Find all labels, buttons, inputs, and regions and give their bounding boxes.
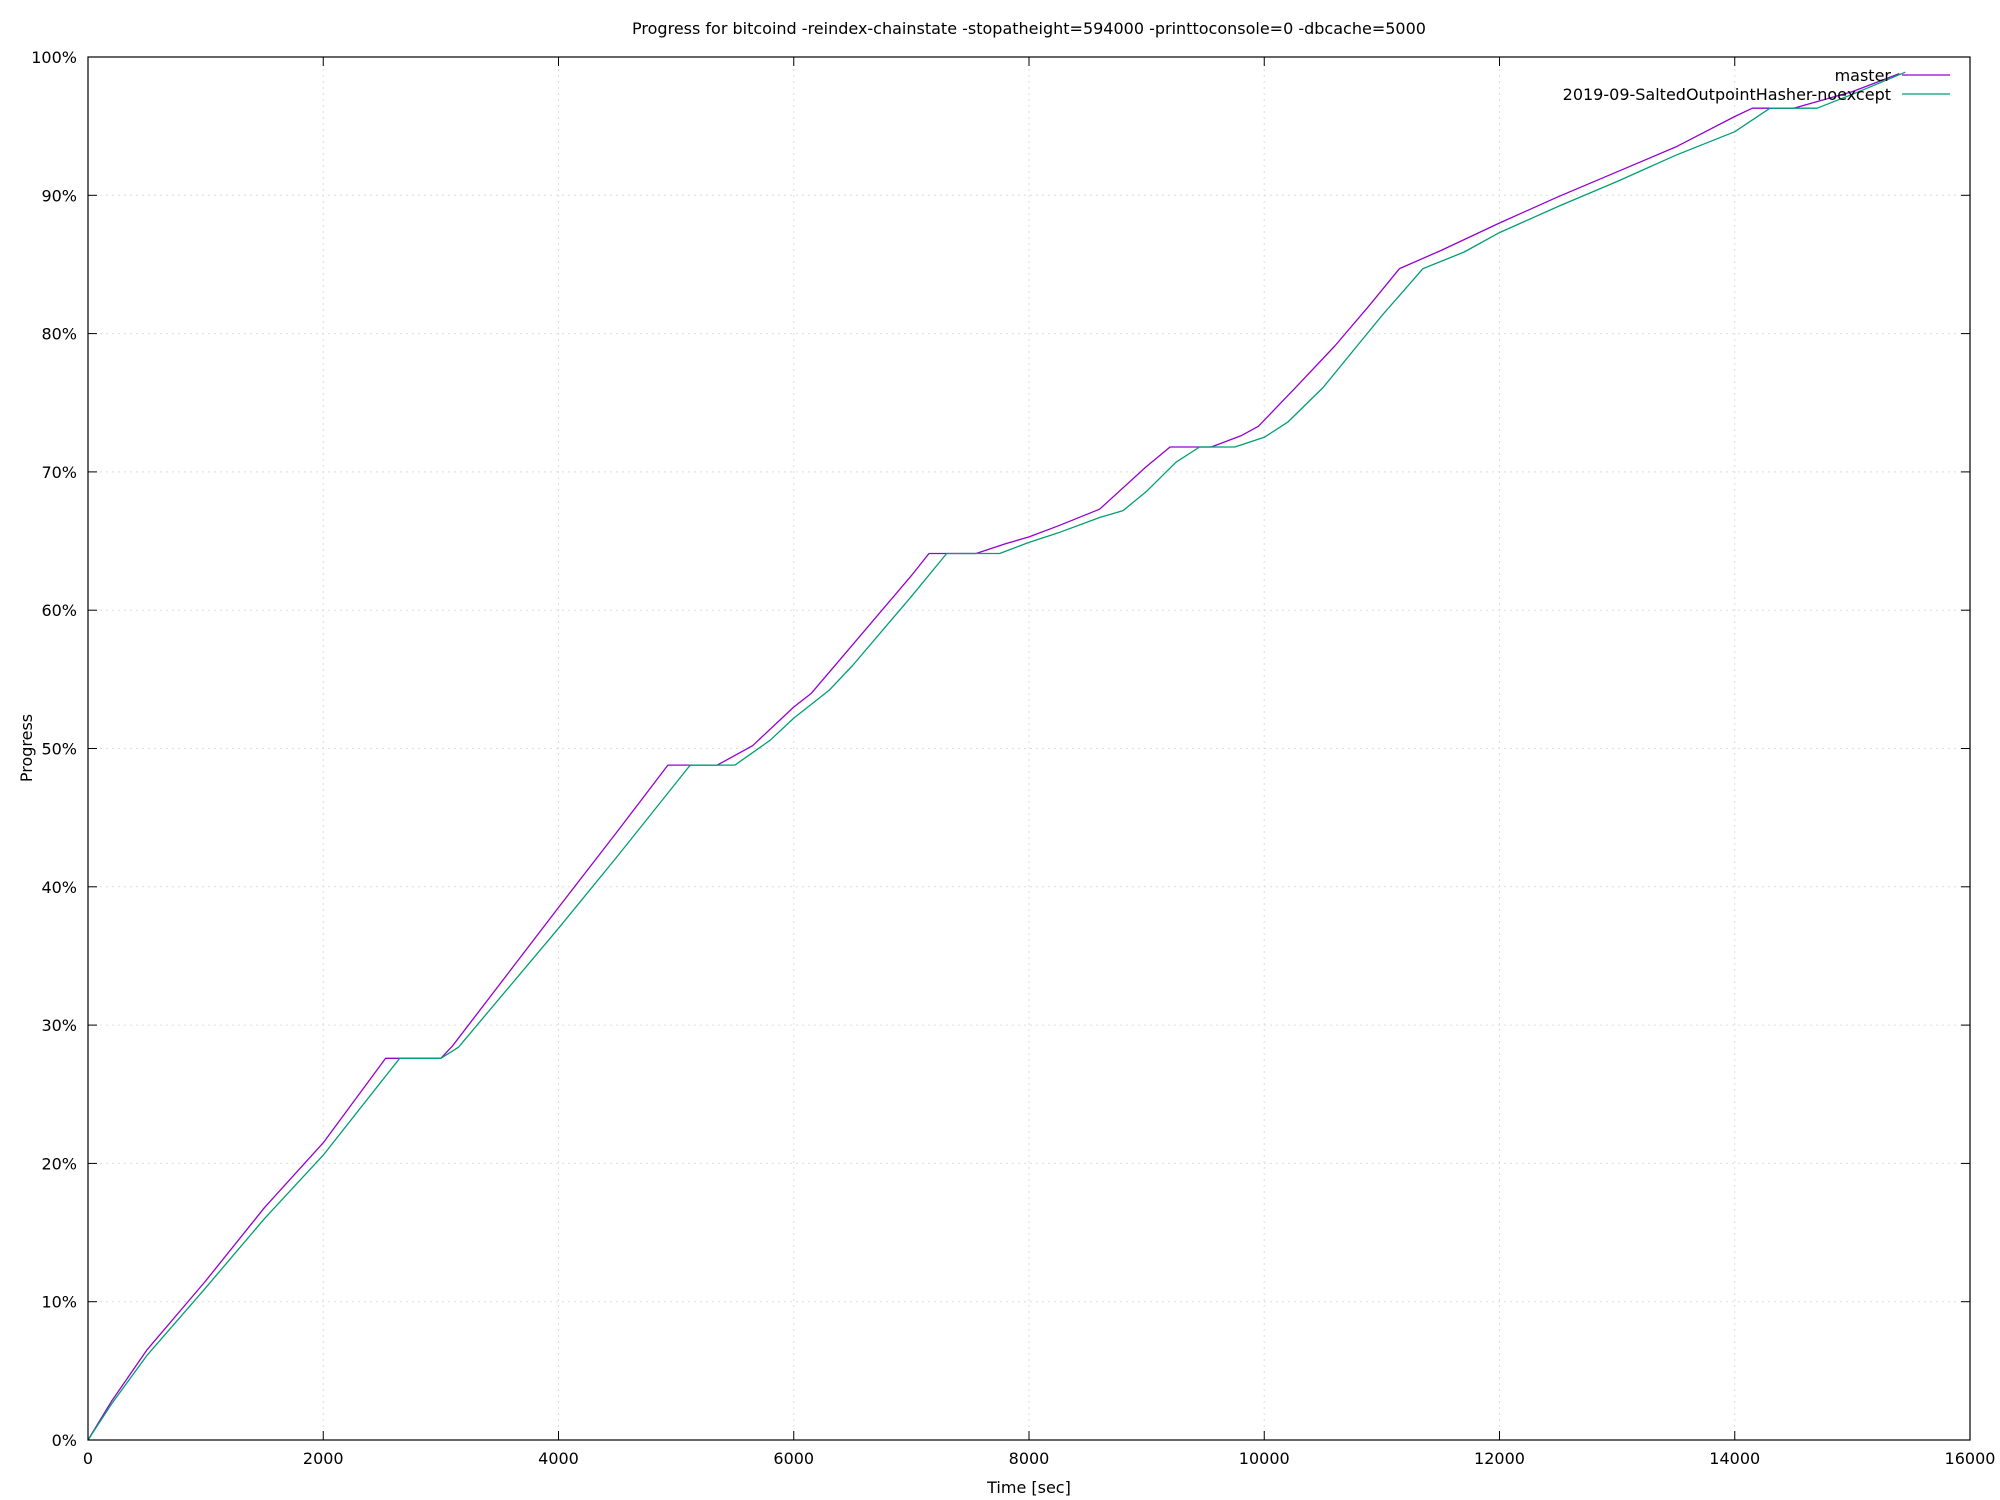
legend-label: master: [1835, 66, 1892, 85]
y-tick-label: 70%: [41, 463, 77, 482]
legend: master2019-09-SaltedOutpointHasher-noexc…: [1563, 66, 1950, 104]
y-tick-label: 20%: [41, 1154, 77, 1173]
series-lines: [87, 71, 1906, 1441]
grid: [88, 57, 1970, 1440]
x-tick-label: 10000: [1239, 1449, 1290, 1468]
x-tick-label: 14000: [1709, 1449, 1760, 1468]
x-tick-label: 12000: [1474, 1449, 1525, 1468]
y-tick-label: 50%: [41, 740, 77, 759]
x-tick-label: 16000: [1945, 1449, 1996, 1468]
axis-ticks: 0 2000 4000 6000 8000 10000 12000 14000 16000 0% 1…: [31, 48, 1995, 1468]
y-tick-label: 40%: [41, 878, 77, 897]
y-tick-label: 60%: [41, 601, 77, 620]
x-tick-label: 4000: [538, 1449, 579, 1468]
y-tick-label: 90%: [41, 186, 77, 205]
x-tick-label: 8000: [1009, 1449, 1050, 1468]
y-tick-label: 10%: [41, 1293, 77, 1312]
series-line-2: [87, 71, 1906, 1441]
y-tick-label: 80%: [41, 325, 77, 344]
x-tick-label: 6000: [773, 1449, 814, 1468]
series-line-1: [87, 72, 1900, 1441]
legend-label: 2019-09-SaltedOutpointHasher-noexcept: [1563, 85, 1891, 104]
y-tick-label: 100%: [31, 48, 77, 67]
x-tick-label: 2000: [303, 1449, 344, 1468]
chart-title: Progress for bitcoind -reindex-chainstat…: [632, 19, 1426, 38]
y-axis-label: Progress: [17, 714, 36, 782]
x-tick-label: 0: [83, 1449, 93, 1468]
x-axis-label: Time [sec]: [986, 1478, 1071, 1497]
y-tick-label: 30%: [41, 1016, 77, 1035]
plot-frame: [87, 56, 1971, 1441]
y-tick-label: 0%: [52, 1431, 77, 1450]
